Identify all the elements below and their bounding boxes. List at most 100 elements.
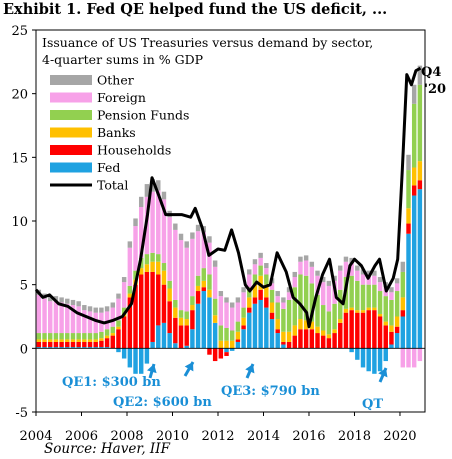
bar-other xyxy=(389,287,394,293)
bar-other xyxy=(406,154,411,171)
bar-other xyxy=(190,232,195,239)
bar-banks xyxy=(144,264,150,272)
bar-banks xyxy=(127,293,133,298)
bar-banks xyxy=(161,270,167,285)
bar-other xyxy=(326,280,332,286)
bar-foreign xyxy=(258,257,263,266)
bar-other xyxy=(47,296,53,302)
bar-households xyxy=(47,341,53,348)
bar-banks xyxy=(65,339,70,342)
bar-banks xyxy=(389,325,394,332)
bar-pension-funds xyxy=(47,333,53,340)
bar-fed xyxy=(173,343,178,349)
bar-households xyxy=(144,271,150,349)
legend-swatch-households xyxy=(50,145,92,155)
bar-pension-funds xyxy=(121,307,127,314)
bar-pension-funds xyxy=(383,296,388,322)
bar-pension-funds xyxy=(201,268,206,281)
x-axis-ticks: 2004 2006 2008 2010 2012 2014 2016 2018 2020 xyxy=(19,412,417,444)
bar-pension-funds xyxy=(150,252,155,262)
bar-banks xyxy=(99,338,104,341)
bar-other xyxy=(121,277,127,283)
bar-foreign xyxy=(150,191,155,253)
bar-banks xyxy=(110,333,115,336)
bar-other xyxy=(292,271,297,278)
bar-pension-funds xyxy=(275,302,280,320)
bar-households xyxy=(201,287,206,292)
bar-banks xyxy=(377,313,383,317)
bar-households xyxy=(207,348,212,355)
bar-pension-funds xyxy=(99,331,104,339)
bar-households xyxy=(173,317,178,344)
bar-households xyxy=(36,341,42,348)
bar-pension-funds xyxy=(377,291,383,314)
bar-other xyxy=(207,236,212,243)
bar-banks xyxy=(53,339,59,342)
legend-swatch-other xyxy=(50,75,92,85)
bar-pension-funds xyxy=(195,275,201,286)
bar-banks xyxy=(320,330,326,336)
bar-foreign xyxy=(42,298,47,334)
bar-banks xyxy=(229,340,235,349)
bar-foreign xyxy=(173,229,178,300)
bar-other xyxy=(366,270,371,276)
bar-households xyxy=(372,310,377,349)
bar-foreign xyxy=(241,292,246,308)
bar-households xyxy=(286,341,292,349)
bar-foreign xyxy=(252,264,258,275)
bar-pension-funds xyxy=(281,308,286,332)
bar-pension-funds xyxy=(144,254,150,265)
legend-label: Other xyxy=(97,73,134,88)
bar-pension-funds xyxy=(355,280,360,311)
bar-other xyxy=(332,275,337,281)
bar-pension-funds xyxy=(59,333,64,340)
bar-banks xyxy=(406,208,411,224)
bar-households xyxy=(326,338,332,349)
bar-households xyxy=(355,312,360,349)
x-tick-label: 2012 xyxy=(201,429,234,444)
bar-foreign xyxy=(229,307,235,331)
annotation-label: QE1: $300 bn xyxy=(62,375,161,390)
bar-foreign xyxy=(207,242,212,275)
bar-fed xyxy=(156,325,161,349)
bar-foreign xyxy=(93,312,98,334)
bar-households xyxy=(349,310,354,349)
bar-fed xyxy=(258,299,263,349)
bar-fed xyxy=(241,329,246,349)
bar-pension-funds xyxy=(116,320,121,327)
bar-fed xyxy=(65,347,70,349)
bar-pension-funds xyxy=(292,287,297,326)
legend-label: Foreign xyxy=(97,90,146,105)
bar-other xyxy=(303,255,309,261)
bar-households xyxy=(241,325,246,330)
q4-label: Q4 xyxy=(421,65,441,80)
annotation-arrowhead xyxy=(378,368,388,378)
bar-pension-funds xyxy=(264,274,269,285)
bar-banks xyxy=(42,339,47,342)
bar-foreign xyxy=(82,310,87,334)
bar-households xyxy=(406,223,411,234)
bar-foreign xyxy=(406,348,411,368)
bar-fed xyxy=(76,347,81,349)
bar-foreign xyxy=(70,305,76,334)
legend-label: Fed xyxy=(97,160,120,175)
bar-other xyxy=(87,306,93,312)
bar-fed xyxy=(36,347,42,349)
bar-households xyxy=(320,335,326,349)
bar-fed xyxy=(355,348,360,360)
x-tick-label: 2018 xyxy=(338,429,371,444)
bar-other xyxy=(309,261,315,267)
bar-banks xyxy=(47,339,53,342)
bar-households xyxy=(161,284,167,323)
bar-foreign xyxy=(127,247,133,286)
bar-pension-funds xyxy=(87,333,93,340)
bar-fed xyxy=(394,333,400,349)
bar-pension-funds xyxy=(93,333,98,340)
bar-households xyxy=(184,325,189,346)
bar-pension-funds xyxy=(269,289,275,303)
bar-foreign xyxy=(377,282,383,292)
bar-pension-funds xyxy=(173,299,178,308)
bar-households xyxy=(65,341,70,348)
bar-banks xyxy=(298,319,303,330)
bar-foreign xyxy=(389,292,394,300)
